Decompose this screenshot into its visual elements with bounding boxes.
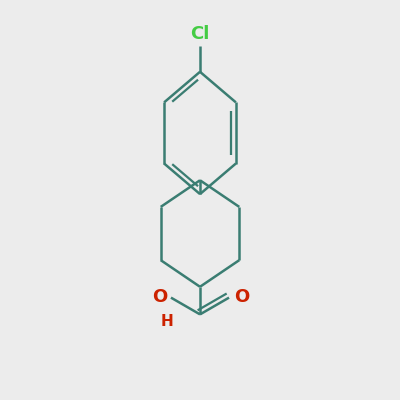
Text: H: H [161,314,173,329]
Text: O: O [234,288,249,306]
Text: Cl: Cl [190,25,210,43]
Text: O: O [152,288,167,306]
